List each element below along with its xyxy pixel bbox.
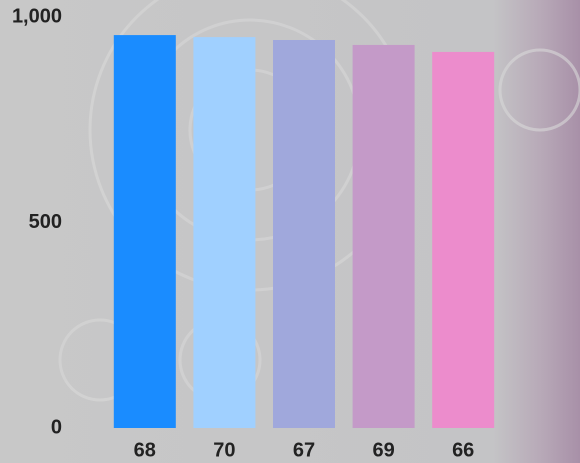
bar	[352, 44, 415, 428]
x-tick-label: 69	[372, 439, 394, 461]
x-tick-label: 68	[134, 439, 156, 461]
bar	[432, 51, 495, 429]
y-tick-label: 1,000	[12, 5, 62, 27]
bar	[113, 35, 176, 429]
y-tick-label: 0	[51, 416, 62, 438]
y-tick-label: 500	[29, 211, 62, 233]
bar	[273, 40, 335, 429]
bar	[193, 37, 256, 428]
x-tick-label: 66	[452, 439, 474, 461]
x-tick-label: 70	[213, 439, 235, 461]
x-tick-label: 67	[293, 439, 315, 461]
